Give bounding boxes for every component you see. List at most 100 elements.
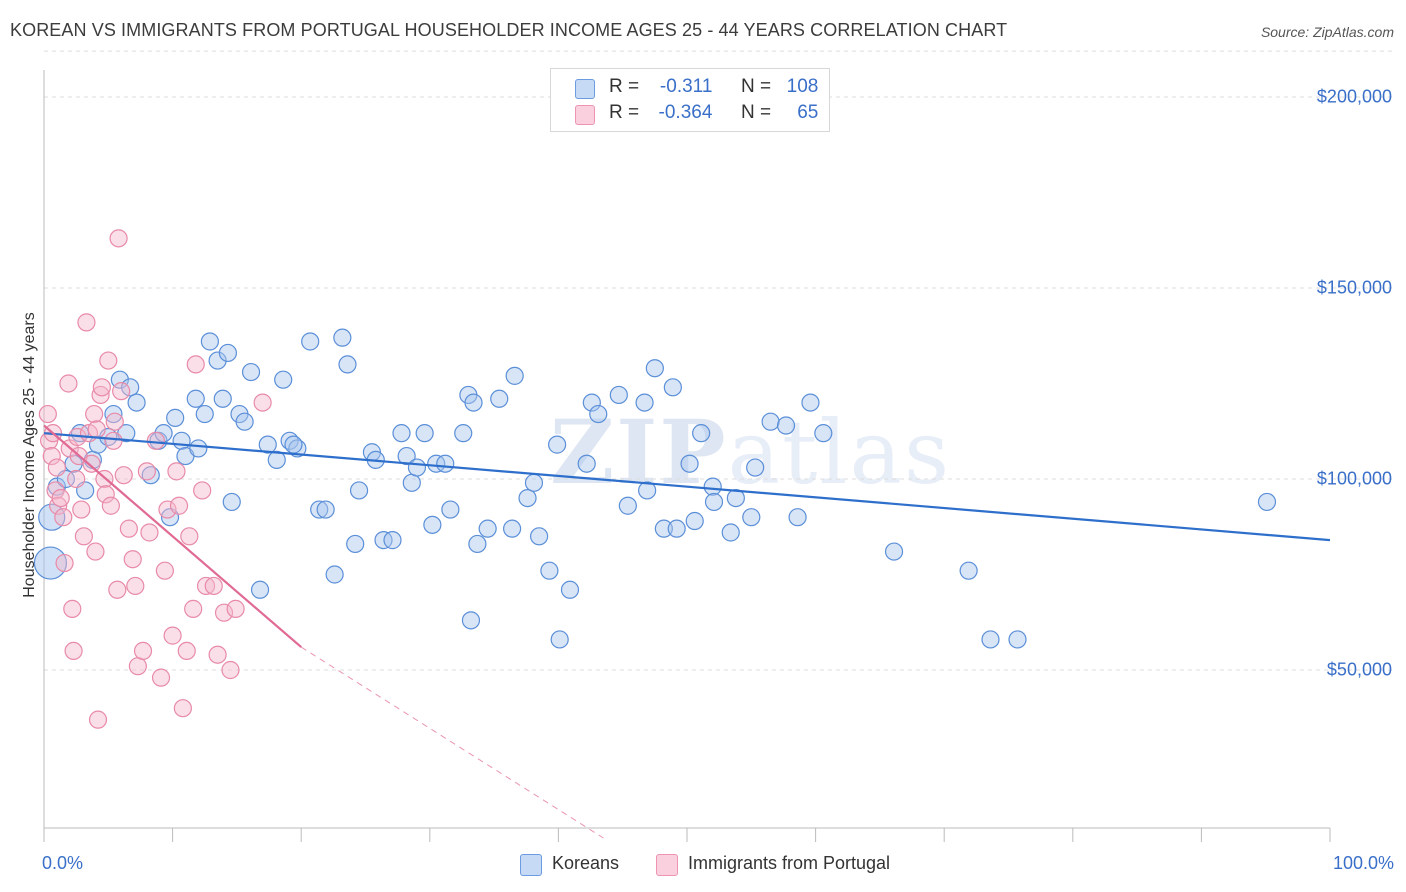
korean-point bbox=[127, 393, 146, 412]
portugal-point bbox=[177, 641, 196, 661]
legend-n-label: N = bbox=[740, 102, 772, 123]
portugal-point bbox=[54, 508, 73, 527]
korean-point bbox=[274, 370, 293, 389]
korean-point bbox=[325, 565, 344, 584]
portugal-point bbox=[137, 462, 156, 481]
korean-point bbox=[310, 500, 329, 519]
portugal-point bbox=[186, 355, 205, 374]
korean-point bbox=[654, 519, 673, 538]
watermark-atlas: atlas bbox=[727, 401, 952, 504]
x-tick-label-max: 100.0% bbox=[1332, 853, 1394, 873]
bottom-legend-label-koreans: Koreans bbox=[552, 853, 620, 873]
portugal-point bbox=[87, 420, 106, 439]
portugal-point bbox=[167, 462, 186, 481]
korean-point bbox=[742, 508, 761, 527]
portugal-point bbox=[208, 645, 227, 664]
portugal-point bbox=[64, 641, 83, 661]
portugal-point bbox=[92, 378, 111, 397]
portugal-point bbox=[155, 561, 174, 580]
korean-point bbox=[250, 580, 270, 599]
source-label: Source: ZipAtlas.com bbox=[1260, 24, 1394, 40]
korean-point bbox=[577, 454, 596, 473]
korean-point bbox=[582, 393, 601, 412]
legend-n-value: 65 bbox=[797, 102, 819, 123]
korean-point bbox=[436, 454, 455, 473]
portugal-point bbox=[158, 500, 177, 519]
korean-point bbox=[189, 439, 208, 458]
korean-point bbox=[392, 424, 411, 443]
portugal-point bbox=[72, 500, 91, 519]
portugal-point bbox=[74, 527, 93, 546]
portugal-point bbox=[184, 599, 203, 618]
portugal-point bbox=[101, 496, 120, 515]
korean-point bbox=[218, 343, 237, 363]
korean-point bbox=[461, 611, 481, 630]
korean-point bbox=[349, 481, 369, 500]
korean-point bbox=[981, 630, 1000, 649]
portugal-point bbox=[99, 351, 118, 370]
legend-r-value: -0.364 bbox=[658, 102, 713, 123]
korean-point bbox=[454, 424, 473, 443]
korean-trend-line bbox=[43, 432, 1331, 542]
korean-point bbox=[195, 404, 214, 424]
portugal-point bbox=[214, 603, 234, 622]
korean-point bbox=[235, 412, 254, 431]
legend-swatch-portugal bbox=[575, 105, 595, 125]
portugal-point bbox=[104, 431, 123, 450]
korean-point bbox=[222, 492, 241, 512]
portugal-point bbox=[221, 660, 240, 680]
korean-point bbox=[548, 435, 567, 454]
korean-point bbox=[407, 458, 427, 477]
portugal-point bbox=[114, 466, 133, 485]
portugal-point bbox=[88, 710, 108, 729]
korean-point bbox=[503, 519, 522, 538]
korean-point bbox=[468, 534, 487, 554]
portugal-point bbox=[85, 404, 104, 424]
korean-point bbox=[609, 385, 628, 405]
korean-point bbox=[680, 454, 699, 473]
portugal-point bbox=[86, 542, 105, 561]
korean-point bbox=[241, 362, 261, 382]
legend-n-value: 108 bbox=[786, 76, 819, 97]
chart-title: KOREAN VS IMMIGRANTS FROM PORTUGAL HOUSE… bbox=[10, 20, 1008, 40]
legend: R = -0.311 N = 108 R = -0.364 N = 65 bbox=[550, 68, 830, 132]
korean-point bbox=[121, 378, 140, 397]
korean-point bbox=[721, 523, 740, 542]
portugal-point bbox=[204, 576, 223, 596]
bottom-legend-swatch-portugal bbox=[656, 854, 678, 876]
korean-point bbox=[154, 424, 173, 443]
portugal-trend-extension bbox=[300, 646, 604, 839]
portugal-point bbox=[146, 431, 165, 450]
korean-point bbox=[316, 500, 335, 519]
korean-point bbox=[761, 412, 780, 431]
korean-point bbox=[589, 404, 608, 424]
korean-point bbox=[208, 351, 227, 370]
korean-point bbox=[814, 424, 833, 443]
korean-point bbox=[1257, 492, 1277, 512]
portugal-point bbox=[133, 641, 153, 661]
portugal-point bbox=[63, 599, 82, 618]
korean-point bbox=[478, 519, 497, 538]
korean-point bbox=[383, 531, 402, 550]
korean-point bbox=[635, 393, 654, 412]
portugal-point bbox=[193, 481, 212, 500]
portugal-point bbox=[253, 393, 272, 412]
korean-point bbox=[638, 481, 657, 500]
portugal-point bbox=[112, 382, 131, 401]
korean-point bbox=[801, 393, 820, 412]
korean-point bbox=[560, 580, 580, 599]
portugal-point bbox=[42, 446, 61, 466]
korean-point bbox=[505, 366, 524, 385]
portugal-point bbox=[126, 576, 145, 596]
korean-point bbox=[338, 355, 357, 374]
korean-point bbox=[645, 359, 664, 378]
korean-point bbox=[213, 389, 232, 408]
korean-point bbox=[33, 546, 68, 580]
korean-point bbox=[186, 389, 205, 408]
portugal-point bbox=[140, 523, 159, 542]
portugal-point bbox=[67, 469, 86, 489]
legend-r-label: R = bbox=[609, 102, 640, 123]
korean-point bbox=[703, 477, 722, 496]
portugal-point bbox=[128, 657, 147, 676]
portugal-point bbox=[109, 229, 128, 248]
